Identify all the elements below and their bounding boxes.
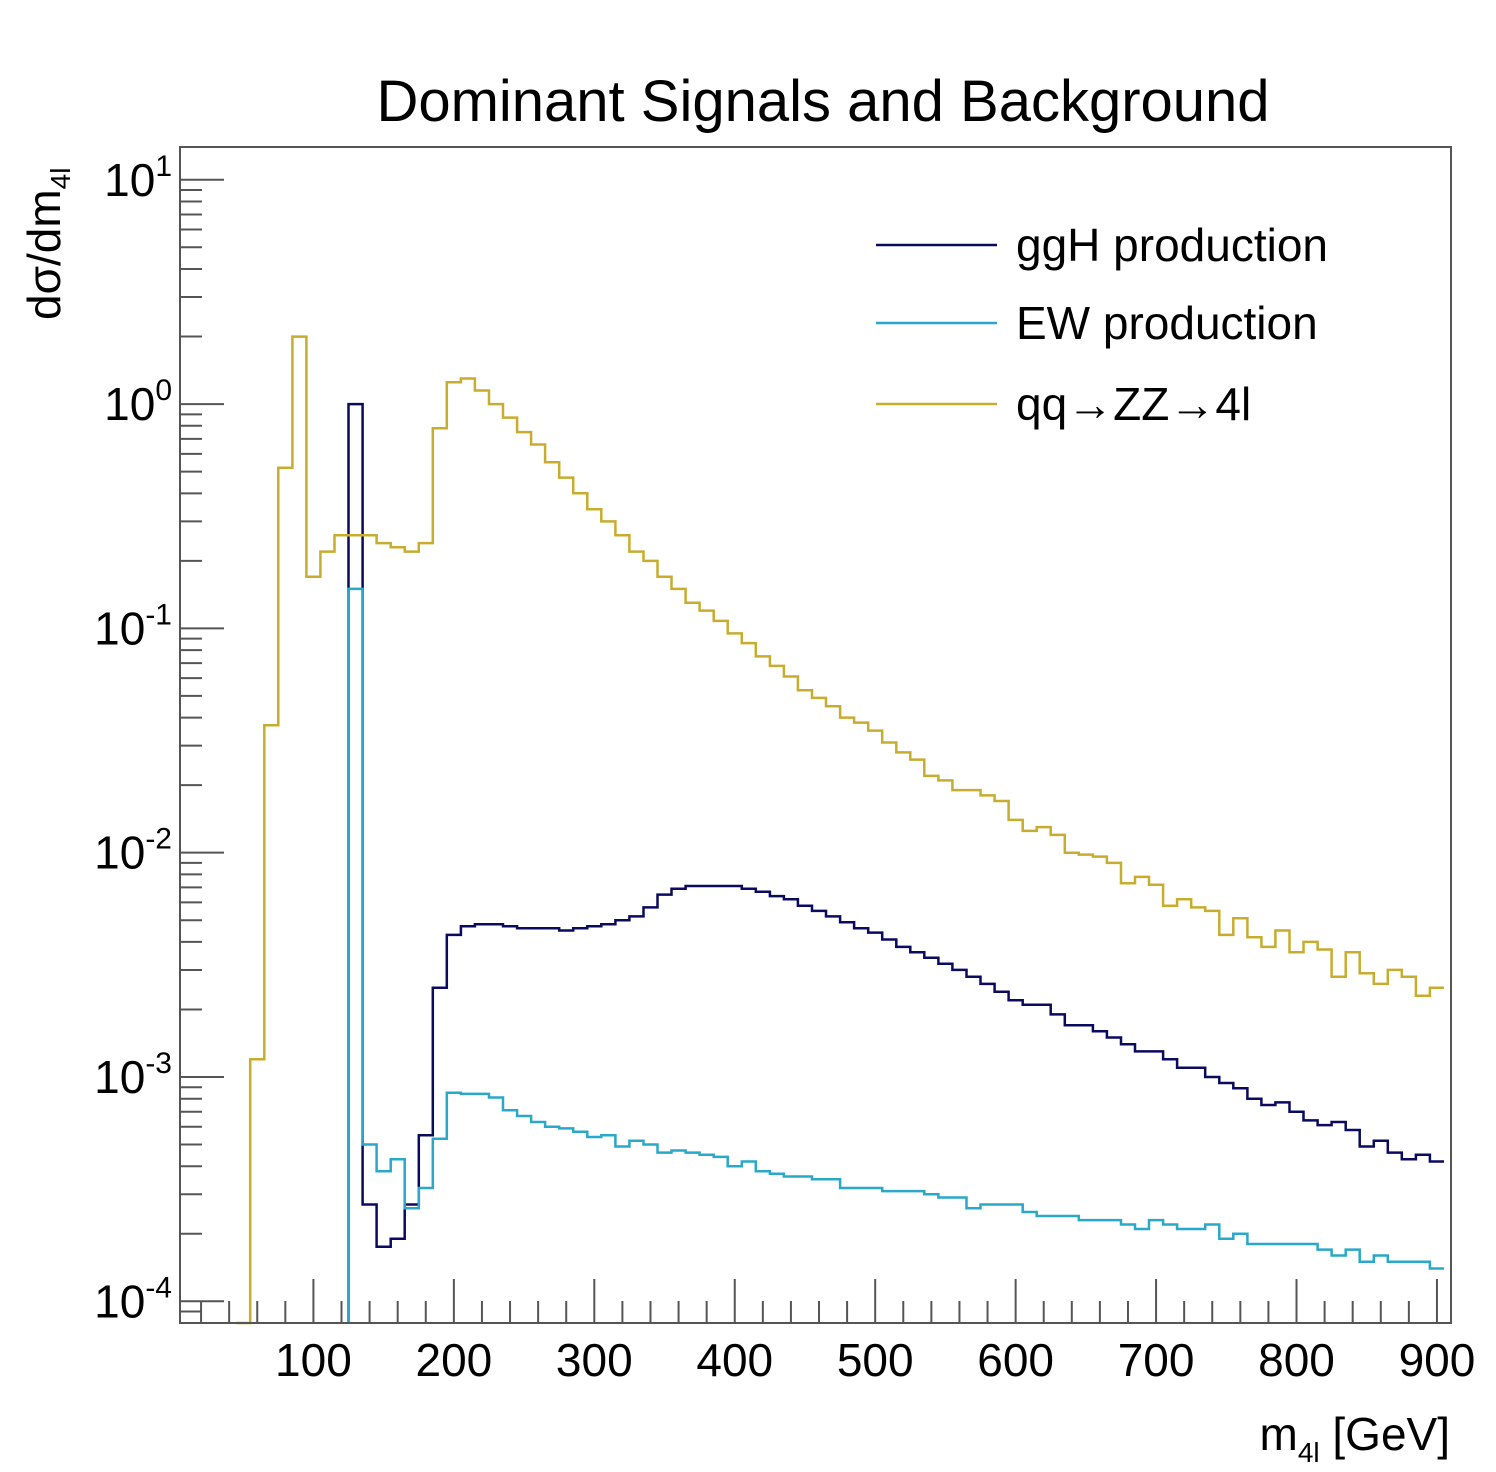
y-tick-label: 10-2 — [94, 823, 172, 879]
chart-title: Dominant Signals and Background — [376, 69, 1269, 134]
x-axis-label-sub: 4l — [1298, 1437, 1320, 1468]
legend-label: EW production — [1016, 297, 1318, 349]
x-tick-label: 200 — [415, 1334, 492, 1386]
legend: ggH production EW production qq→ZZ→4l — [876, 219, 1328, 430]
x-tick-label: 100 — [275, 1334, 352, 1386]
svg-text:dσ/dm4l: dσ/dm4l — [18, 168, 76, 320]
x-tick-label: 600 — [977, 1334, 1054, 1386]
x-tick-label: 500 — [837, 1334, 914, 1386]
series-layer — [236, 335, 1444, 1325]
y-tick-label: 101 — [104, 150, 172, 206]
y-tick-label: 10-1 — [94, 598, 172, 654]
x-axis-label: m4l [GeV] — [1259, 1408, 1450, 1468]
x-axis-label-main: m — [1259, 1408, 1297, 1460]
series-ew-production-line — [347, 587, 1444, 1323]
y-axis-label: dσ/dm4l — [18, 168, 76, 320]
y-tick-label: 100 — [104, 374, 172, 430]
x-tick-label: 300 — [556, 1334, 633, 1386]
series-qq-zz-4l-line — [236, 335, 1444, 1325]
x-tick-label: 700 — [1118, 1334, 1195, 1386]
x-axis-label-unit: [GeV] — [1320, 1408, 1450, 1460]
legend-label: qq→ZZ→4l — [1016, 378, 1251, 430]
x-tick-label: 900 — [1399, 1334, 1476, 1386]
svg-text:m4l [GeV]: m4l [GeV] — [1259, 1408, 1450, 1468]
y-axis-label-main: dσ/dm — [18, 189, 70, 320]
series-ggh-production-line — [347, 402, 1444, 1323]
y-tick-label: 10-3 — [94, 1047, 172, 1103]
plot-frame — [179, 146, 1452, 1324]
axes-layer: 100 200 300 400 500 600 700 800 900 10-4 10-3 10-2 1… — [94, 146, 1476, 1386]
legend-label: ggH production — [1016, 219, 1328, 271]
x-tick-label: 800 — [1258, 1334, 1335, 1386]
x-tick-label: 400 — [696, 1334, 773, 1386]
y-axis-label-sub: 4l — [45, 168, 76, 190]
y-tick-label: 10-4 — [94, 1271, 172, 1327]
